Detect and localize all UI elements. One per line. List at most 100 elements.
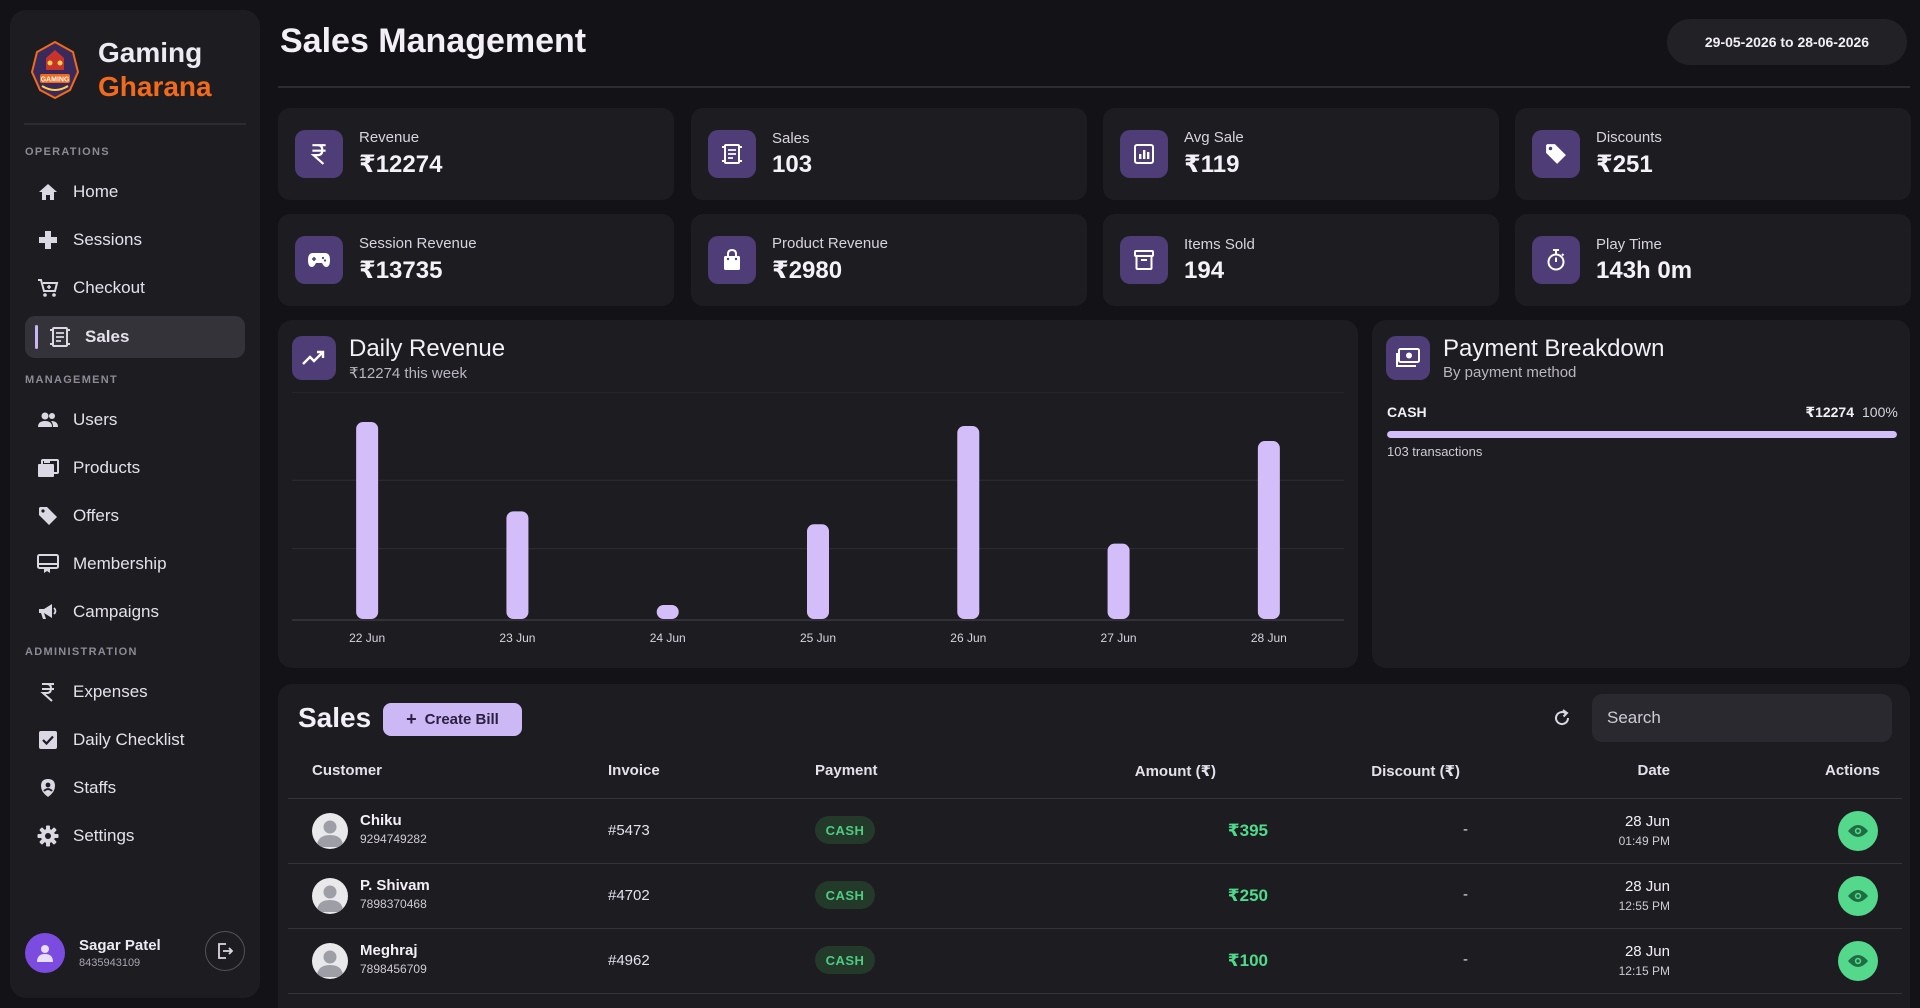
users-icon — [37, 409, 59, 431]
sidebar-item-staffs[interactable]: Staffs — [25, 767, 245, 809]
section-label-operations: OPERATIONS — [25, 146, 110, 158]
refresh-button[interactable] — [1551, 707, 1573, 729]
search-input[interactable] — [1592, 694, 1892, 742]
payment-badge: CASH — [815, 946, 875, 974]
payment-method-label: CASH — [1387, 404, 1427, 420]
chart-bar[interactable] — [1257, 441, 1280, 619]
brand[interactable]: GAMING Gaming Gharana — [26, 36, 212, 104]
stat-value: ₹12274 — [359, 151, 443, 178]
discount-value: - — [1463, 886, 1468, 903]
stat-value: ₹13735 — [359, 257, 443, 284]
sidebar-item-label: Users — [73, 410, 118, 429]
view-sale-button[interactable] — [1838, 941, 1878, 981]
column-header-payment: Payment — [815, 762, 878, 779]
amount-value: ₹250 — [1227, 886, 1268, 905]
column-header-date: Date — [1637, 762, 1670, 779]
current-user[interactable]: Sagar Patel 8435943109 — [25, 933, 161, 973]
checkbox-icon — [37, 729, 59, 751]
customer-name: Meghraj — [360, 942, 418, 959]
sidebar-item-sessions[interactable]: Sessions — [25, 219, 245, 261]
view-sale-button[interactable] — [1838, 876, 1878, 916]
view-sale-button[interactable] — [1838, 811, 1878, 851]
chart-bar[interactable] — [807, 524, 829, 619]
column-header-actions: Actions — [1824, 762, 1880, 779]
customer-phone: 9294749282 — [360, 832, 427, 846]
invoice-number: #5473 — [608, 822, 650, 839]
create-bill-button[interactable]: + Create Bill — [383, 703, 522, 736]
sidebar-item-label: Home — [73, 182, 119, 201]
amount-value: ₹395 — [1227, 821, 1268, 840]
discount-value: - — [1463, 821, 1468, 838]
payment-breakdown-subtitle: By payment method — [1443, 364, 1577, 381]
shopping-bag-icon — [708, 236, 756, 284]
sales-title: Sales — [298, 702, 372, 733]
sidebar-item-expenses[interactable]: Expenses — [25, 671, 245, 713]
logout-button[interactable] — [205, 931, 245, 971]
customer-avatar — [312, 878, 348, 914]
staff-badge-icon — [37, 777, 59, 799]
sidebar-item-campaigns[interactable]: Campaigns — [25, 591, 245, 633]
customer-name: P. Shivam — [360, 877, 430, 894]
user-placeholder-icon — [317, 820, 343, 847]
sidebar-item-checkout[interactable]: Checkout — [25, 267, 245, 309]
sidebar-item-label: Settings — [73, 826, 135, 845]
chart-x-tick-label: 25 Jun — [800, 631, 836, 645]
payment-method-percent: 100% — [1862, 404, 1898, 420]
table-row[interactable]: Chiku 9294749282 #5473 CASH ₹395 - 28 Ju… — [288, 799, 1902, 863]
sale-date: 28 Jun — [1624, 943, 1670, 960]
user-placeholder-icon — [317, 885, 343, 912]
column-header-customer: Customer — [312, 762, 383, 779]
row-divider — [288, 928, 1902, 929]
amount-value: ₹100 — [1227, 951, 1268, 970]
sidebar-item-membership[interactable]: Membership — [25, 543, 245, 585]
customer-phone: 7898456709 — [360, 962, 427, 976]
stat-value: 103 — [772, 150, 813, 178]
sidebar-item-settings[interactable]: Settings — [25, 815, 245, 857]
date-range-picker[interactable]: 29-05-2026 to 28-06-2026 — [1667, 19, 1907, 65]
avatar — [25, 933, 65, 973]
svg-text:GAMING: GAMING — [41, 77, 70, 84]
chart-x-tick-label: 26 Jun — [950, 631, 986, 645]
sidebar-item-offers[interactable]: Offers — [25, 495, 245, 537]
brand-line-2: Gharana — [98, 71, 212, 102]
chart-bar[interactable] — [506, 511, 529, 619]
sidebar-item-products[interactable]: Products — [25, 447, 245, 489]
table-row[interactable]: Meghraj 7898456709 #4962 CASH ₹100 - 28 … — [288, 929, 1902, 993]
chart-bar[interactable] — [957, 425, 980, 619]
rupee-icon — [295, 130, 343, 178]
plus-icon: + — [406, 709, 417, 729]
stat-value: ₹2980 — [772, 257, 843, 284]
user-placeholder-icon — [317, 950, 343, 977]
sidebar-item-home[interactable]: Home — [25, 171, 245, 213]
row-divider — [288, 993, 1902, 994]
sidebar-item-users[interactable]: Users — [25, 399, 245, 441]
payment-breakdown-panel — [1372, 320, 1910, 668]
bar-chart-icon — [1120, 130, 1168, 178]
chart-bar[interactable] — [656, 605, 679, 619]
receipt-icon — [49, 326, 71, 348]
rupee-icon — [37, 681, 59, 703]
table-row[interactable]: P. Shivam 7898370468 #4702 CASH ₹250 - 2… — [288, 864, 1902, 928]
stat-card-avg-sale: Avg Sale ₹119 — [1103, 108, 1499, 200]
customer-avatar — [312, 943, 348, 979]
eye-icon — [1848, 825, 1868, 837]
stat-label: Revenue — [359, 129, 420, 146]
chart-bar[interactable] — [1107, 543, 1130, 619]
stat-value: ₹251 — [1596, 151, 1653, 178]
sidebar-item-label: Products — [73, 458, 141, 477]
sidebar-item-daily-checklist[interactable]: Daily Checklist — [25, 719, 245, 761]
row-divider — [288, 798, 1902, 799]
chart-bar[interactable] — [356, 422, 379, 619]
column-header-amount: Amount (₹) — [1134, 763, 1216, 780]
sidebar-item-label: Expenses — [73, 682, 148, 701]
eye-icon — [1848, 955, 1868, 967]
daily-revenue-title: Daily Revenue — [349, 335, 506, 362]
chart-x-tick-label: 23 Jun — [499, 631, 535, 645]
section-label-administration: ADMINISTRATION — [25, 646, 138, 658]
sidebar-item-sales[interactable]: Sales — [25, 316, 245, 358]
chart-x-tick-label: 28 Jun — [1251, 631, 1287, 645]
user-phone: 8435943109 — [79, 957, 141, 969]
customer-name: Chiku — [360, 812, 402, 829]
archive-box-icon — [1120, 236, 1168, 284]
tag-icon — [37, 505, 59, 527]
